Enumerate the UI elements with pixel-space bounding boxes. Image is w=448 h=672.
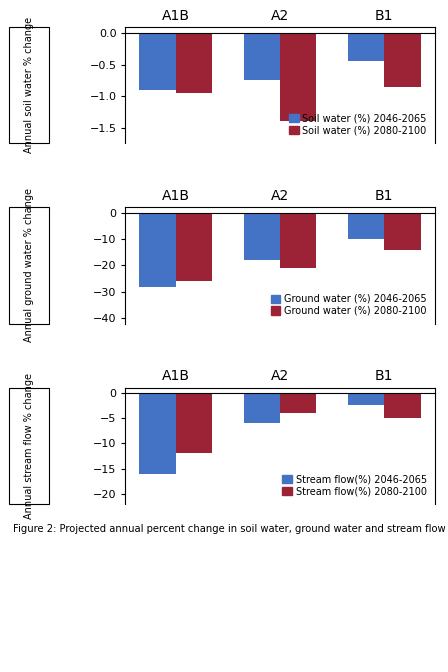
Text: Annual ground water % change: Annual ground water % change (24, 188, 34, 343)
Bar (348, 212, 384, 239)
Text: Figure 2: Projected annual percent change in soil water, ground water and stream: Figure 2: Projected annual percent chang… (13, 524, 448, 534)
Bar (348, 392, 384, 405)
Text: Annual soil water % change: Annual soil water % change (24, 17, 34, 153)
Bar (176, 33, 212, 93)
Bar (176, 392, 212, 454)
Bar (384, 33, 421, 87)
Bar (280, 33, 316, 121)
Text: Annual stream flow % change: Annual stream flow % change (24, 373, 34, 519)
Bar (244, 392, 280, 423)
Bar (280, 392, 316, 413)
Bar (280, 212, 316, 268)
Bar (384, 212, 421, 249)
Bar (244, 212, 280, 260)
Bar (384, 392, 421, 418)
Bar (139, 33, 176, 90)
Bar (176, 212, 212, 282)
Legend: Stream flow(%) 2046-2065, Stream flow(%) 2080-2100: Stream flow(%) 2046-2065, Stream flow(%)… (279, 471, 430, 499)
Bar (348, 33, 384, 61)
Legend: Soil water (%) 2046-2065, Soil water (%) 2080-2100: Soil water (%) 2046-2065, Soil water (%)… (286, 111, 430, 138)
Bar (139, 212, 176, 286)
Legend: Ground water (%) 2046-2065, Ground water (%) 2080-2100: Ground water (%) 2046-2065, Ground water… (267, 291, 430, 319)
Bar (244, 33, 280, 81)
Bar (139, 392, 176, 474)
